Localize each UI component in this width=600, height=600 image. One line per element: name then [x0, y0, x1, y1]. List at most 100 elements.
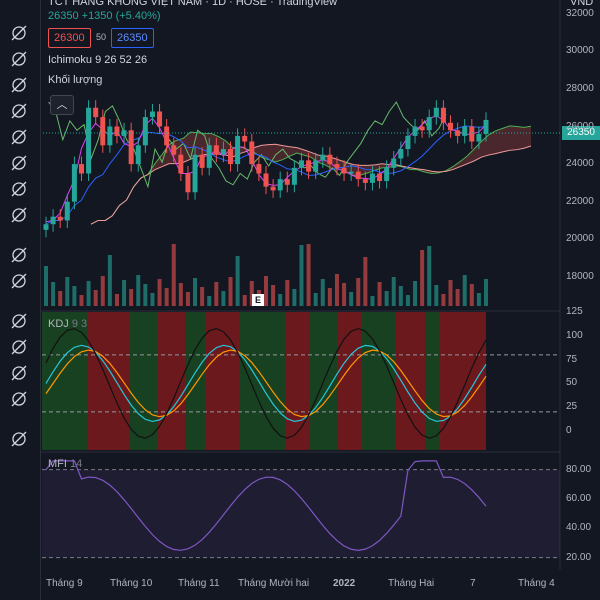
volume-bar: [235, 256, 240, 306]
candle-body: [157, 111, 163, 127]
candle-body: [185, 173, 191, 193]
candle-body: [327, 154, 333, 165]
volume-bar: [214, 282, 219, 306]
time-axis-label: 2022: [333, 578, 356, 589]
kdj-zone: [362, 312, 395, 450]
kdj-zone: [205, 312, 240, 450]
sell-price-button[interactable]: 26300: [48, 28, 91, 48]
candle-body: [320, 154, 326, 161]
time-axis-label: Tháng Mười hai: [238, 578, 310, 589]
candle-body: [270, 186, 276, 191]
candle-body: [362, 179, 368, 183]
fib-icon[interactable]: [8, 74, 30, 96]
volume-bar: [122, 280, 127, 306]
trash-icon[interactable]: [8, 428, 30, 450]
buy-price-button[interactable]: 26350: [111, 28, 154, 48]
kdj-k-line: [45, 344, 487, 423]
price-axis-label: 20000: [566, 233, 594, 245]
candle-body: [57, 216, 63, 221]
ichimoku-legend[interactable]: Ichimoku 9 26 52 26: [48, 54, 148, 66]
candle-body: [462, 126, 468, 136]
collapse-legend-button[interactable]: ︿: [50, 95, 74, 115]
volume-bar: [185, 292, 190, 306]
volume-bar: [129, 289, 134, 306]
volume-bar: [86, 281, 91, 306]
candle-body: [398, 149, 404, 159]
mfi-value: 14: [70, 458, 83, 470]
candle-body: [306, 160, 312, 172]
eye-icon[interactable]: [8, 388, 30, 410]
kdj-zone: [88, 312, 130, 450]
volume-bar: [413, 281, 418, 306]
candle-body: [128, 130, 134, 165]
volume-bar: [65, 277, 70, 306]
volume-bar: [271, 285, 276, 306]
volume-bar: [299, 245, 304, 306]
mfi-legend[interactable]: MFI 14: [48, 458, 82, 470]
candle-body: [50, 216, 56, 225]
candle-body: [149, 111, 155, 118]
volume-bar: [178, 283, 183, 306]
candle-body: [377, 173, 383, 181]
crosshair-icon[interactable]: [8, 22, 30, 44]
volume-bar: [462, 275, 467, 306]
lock-icon[interactable]: [8, 362, 30, 384]
lock-draw-icon[interactable]: [8, 336, 30, 358]
volume-bar: [405, 295, 410, 306]
price-axis-label: 24000: [566, 158, 594, 170]
emoji-icon[interactable]: [8, 204, 30, 226]
candle-body: [228, 149, 234, 165]
time-axis-label: Tháng 9: [46, 578, 83, 589]
candle-body: [93, 107, 99, 118]
earnings-badge[interactable]: E: [252, 294, 264, 306]
volume-bar: [384, 291, 389, 306]
candle-body: [412, 126, 418, 136]
candle-body: [355, 171, 361, 180]
candle-body: [341, 167, 347, 174]
kdj-label: KDJ: [48, 318, 69, 330]
price-axis-label: 28000: [566, 82, 594, 94]
kdj-zone: [285, 312, 310, 450]
volume-bar: [93, 290, 98, 306]
candle-body: [405, 135, 411, 150]
candle-body: [220, 149, 226, 155]
kdj-zone: [42, 312, 88, 450]
volume-legend[interactable]: Khối lượng: [48, 74, 103, 86]
candle-body: [313, 160, 319, 172]
volume-bar: [334, 274, 339, 306]
volume-bar: [285, 280, 290, 306]
candle-body: [391, 158, 397, 168]
volume-bar: [228, 277, 233, 306]
volume-bar: [363, 257, 368, 306]
kdj-legend[interactable]: KDJ 9 3: [48, 318, 87, 330]
volume-bar: [320, 279, 325, 306]
candle-body: [284, 179, 290, 185]
volume-bar: [58, 291, 63, 306]
candle-body: [433, 107, 439, 118]
trendline-icon[interactable]: [8, 48, 30, 70]
prediction-icon[interactable]: [8, 178, 30, 200]
kdj-zone: [240, 312, 285, 450]
kdj-zone: [440, 312, 486, 450]
volume-bar: [242, 295, 247, 306]
magnet-icon[interactable]: [8, 310, 30, 332]
kdj-d-line: [45, 349, 487, 418]
candle-body: [419, 126, 425, 131]
candle-body: [206, 145, 212, 168]
kdj-axis-label: 50: [566, 377, 578, 389]
mfi-axis-label: 20.00: [566, 551, 592, 563]
zoom-icon[interactable]: [8, 270, 30, 292]
volume-bar: [157, 279, 162, 306]
text-icon[interactable]: [8, 126, 30, 148]
mfi-band: [42, 469, 560, 558]
chart-title: TCT HÀNG KHÔNG VIỆT NAM · 1D · HOSE · Tr…: [48, 0, 338, 8]
volume-bar: [292, 289, 297, 306]
volume-bar: [356, 278, 361, 306]
brush-icon[interactable]: [8, 100, 30, 122]
candle-body: [142, 117, 148, 146]
candle-body: [277, 179, 283, 191]
pattern-icon[interactable]: [8, 152, 30, 174]
volume-bar: [44, 266, 48, 306]
ruler-icon[interactable]: [8, 244, 30, 266]
